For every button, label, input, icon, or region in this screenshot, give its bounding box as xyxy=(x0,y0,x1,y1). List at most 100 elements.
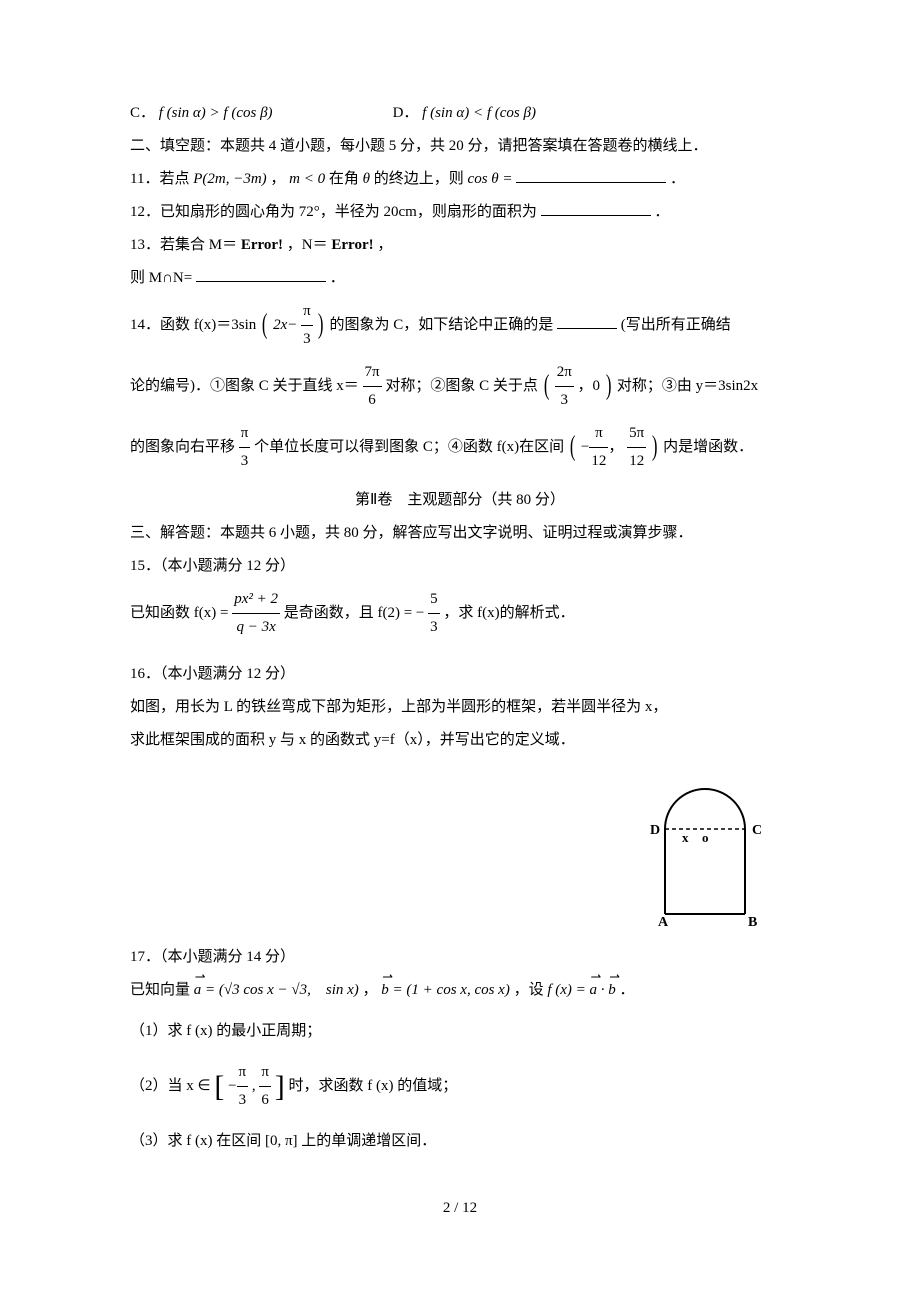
blank-13 xyxy=(196,266,326,282)
q14-3b: 个单位长度可以得到图象 C；④函数 f(x)在区间 xyxy=(254,439,564,455)
question-14-l1: 14．函数 f(x)＝3sin ( 2x− π3 ) 的图象为 C，如下结论中正… xyxy=(130,298,790,353)
label-b: B xyxy=(748,915,757,930)
n: 5π xyxy=(627,420,646,448)
option-d-label: D． xyxy=(393,105,419,121)
q17-f1: π3 xyxy=(237,1059,249,1114)
d: 6 xyxy=(363,387,382,414)
q17-fx: f (x) = xyxy=(547,982,589,998)
n: π xyxy=(259,1059,271,1087)
q11-m2: 在角 xyxy=(329,171,363,187)
q11-theta: θ xyxy=(363,171,370,187)
label-x: x xyxy=(682,830,689,845)
question-16-head: 16．（本小题满分 12 分） xyxy=(130,661,790,688)
q17-pre: 已知向量 xyxy=(130,982,194,998)
q11-point: P(2m, −3m) xyxy=(193,171,266,187)
question-17-body: 已知向量 a = (√3 cos x − √3, sin x) ， b = (1… xyxy=(130,977,790,1004)
question-14-l3: 的图象向右平移 π3 个单位长度可以得到图象 C；④函数 f(x)在区间 ( −… xyxy=(130,420,790,475)
d: 6 xyxy=(259,1087,271,1114)
page-footer: 2 / 12 xyxy=(130,1195,790,1222)
frame-diagram: D C A B x o xyxy=(620,764,790,934)
q17-dot: · xyxy=(601,982,609,998)
q11-mcond: m < 0 xyxy=(289,171,325,187)
frac-den: 3 xyxy=(301,326,313,353)
section-3-intro: 三、解答题：本题共 6 小题，共 80 分，解答应写出文字说明、证明过程或演算步… xyxy=(130,520,790,547)
q17-beq: = (1 + cos x, cos x) xyxy=(393,982,510,998)
q14-2d: 对称；③由 y＝3sin2x xyxy=(617,378,758,394)
question-16-l2: 求此框架围成的面积 y 与 x 的函数式 y=f（x），并写出它的定义域． xyxy=(130,727,790,754)
vector-b: b xyxy=(381,977,389,1004)
option-d-math: f (sin α) < f (cos β) xyxy=(422,105,536,121)
q17-f2: π6 xyxy=(259,1059,271,1114)
option-c: C． f (sin α) > f (cos β) xyxy=(130,100,273,127)
q14-post2: (写出所有正确结 xyxy=(621,317,731,333)
n: 2π xyxy=(555,359,574,387)
d: q − 3x xyxy=(232,614,280,641)
q11-m3: 的终边上，则 xyxy=(374,171,468,187)
q17-m1: ， xyxy=(363,982,378,998)
q15-frac: px² + 2q − 3x xyxy=(232,586,280,641)
n: px² + 2 xyxy=(232,586,280,614)
d: 12 xyxy=(589,448,608,475)
q11-pre: 11．若点 xyxy=(130,171,193,187)
lparen-icon: ( xyxy=(262,300,268,350)
lparen-icon: ( xyxy=(570,422,576,472)
q17-aeq: = (√3 cos x − √3, sin x) xyxy=(205,982,359,998)
lparen-icon: ( xyxy=(543,361,549,411)
rbracket-icon: ] xyxy=(275,1060,285,1114)
q14-3a: 的图象向右平移 xyxy=(130,439,235,455)
n: π xyxy=(589,420,608,448)
q15-mid: 是奇函数，且 f(2) = − xyxy=(284,605,425,621)
q14-frac4: π3 xyxy=(239,420,251,475)
q13-b: ，N＝ xyxy=(287,237,328,253)
n: 5 xyxy=(428,586,440,614)
q13-2a: 则 M∩N= xyxy=(130,270,192,286)
d: 3 xyxy=(428,614,440,641)
q14-post: 的图象为 C，如下结论中正确的是 xyxy=(330,317,554,333)
d: 3 xyxy=(239,448,251,475)
d: 3 xyxy=(555,387,574,414)
label-a: A xyxy=(658,915,669,930)
q11-cos: cos θ = xyxy=(468,171,513,187)
n: π xyxy=(239,420,251,448)
option-d: D． f (sin α) < f (cos β) xyxy=(393,100,536,127)
rparen-icon: ) xyxy=(318,300,324,350)
q17-p2b: 时，求函数 f (x) 的值域； xyxy=(288,1078,457,1094)
q14-frac6: 5π12 xyxy=(627,420,646,475)
q14-frac5: π12 xyxy=(589,420,608,475)
rparen-icon: ) xyxy=(652,422,658,472)
q13-2b: ． xyxy=(330,270,345,286)
q14-2b: 对称；②图象 C 关于点 xyxy=(385,378,538,394)
part-2-title: 第Ⅱ卷 主观题部分（共 80 分） xyxy=(130,487,790,514)
rparen-icon: ) xyxy=(606,361,612,411)
q13-err1: Error! xyxy=(241,237,283,253)
q15-frac2: 53 xyxy=(428,586,440,641)
question-15-head: 15．（本小题满分 12 分） xyxy=(130,553,790,580)
q14-2a: 论的编号)．①图象 C 关于直线 x＝ xyxy=(130,378,359,394)
q14-frac2: 7π6 xyxy=(363,359,382,414)
question-17-head: 17．（本小题满分 14 分） xyxy=(130,944,790,971)
q14-pre: 14．函数 f(x)＝3sin xyxy=(130,317,256,333)
frac-num: π xyxy=(301,298,313,326)
vector-a2: a xyxy=(590,977,598,1004)
option-c-math: f (sin α) > f (cos β) xyxy=(159,105,273,121)
q12-end: ． xyxy=(654,204,669,220)
q11-end: ． xyxy=(670,171,685,187)
q12-text: 12．已知扇形的圆心角为 72°，半径为 20cm，则扇形的面积为 xyxy=(130,204,537,220)
q11-m1: ， xyxy=(270,171,285,187)
question-16-l1: 如图，用长为 L 的铁丝弯成下部为矩形，上部为半圆形的框架，若半圆半径为 x， xyxy=(130,694,790,721)
d: 3 xyxy=(237,1087,249,1114)
question-12: 12．已知扇形的圆心角为 72°，半径为 20cm，则扇形的面积为 ． xyxy=(130,199,790,226)
label-o: o xyxy=(702,830,709,845)
q17-m2: ，设 xyxy=(514,982,548,998)
question-15-body: 已知函数 f(x) = px² + 2q − 3x 是奇函数，且 f(2) = … xyxy=(130,586,790,641)
q17-p2a: （2）当 x ∈ xyxy=(130,1078,214,1094)
q13-err2: Error! xyxy=(331,237,373,253)
question-17-p1: （1）求 f (x) 的最小正周期； xyxy=(130,1018,790,1045)
q14-inner: 2x− xyxy=(273,317,297,333)
q14-3c: 内是增函数． xyxy=(663,439,753,455)
q15-pre: 已知函数 f(x) = xyxy=(130,605,232,621)
question-14-l2: 论的编号)．①图象 C 关于直线 x＝ 7π6 对称；②图象 C 关于点 ( 2… xyxy=(130,359,790,414)
n: 7π xyxy=(363,359,382,387)
q17-end: ． xyxy=(620,982,635,998)
blank-11 xyxy=(516,167,666,183)
